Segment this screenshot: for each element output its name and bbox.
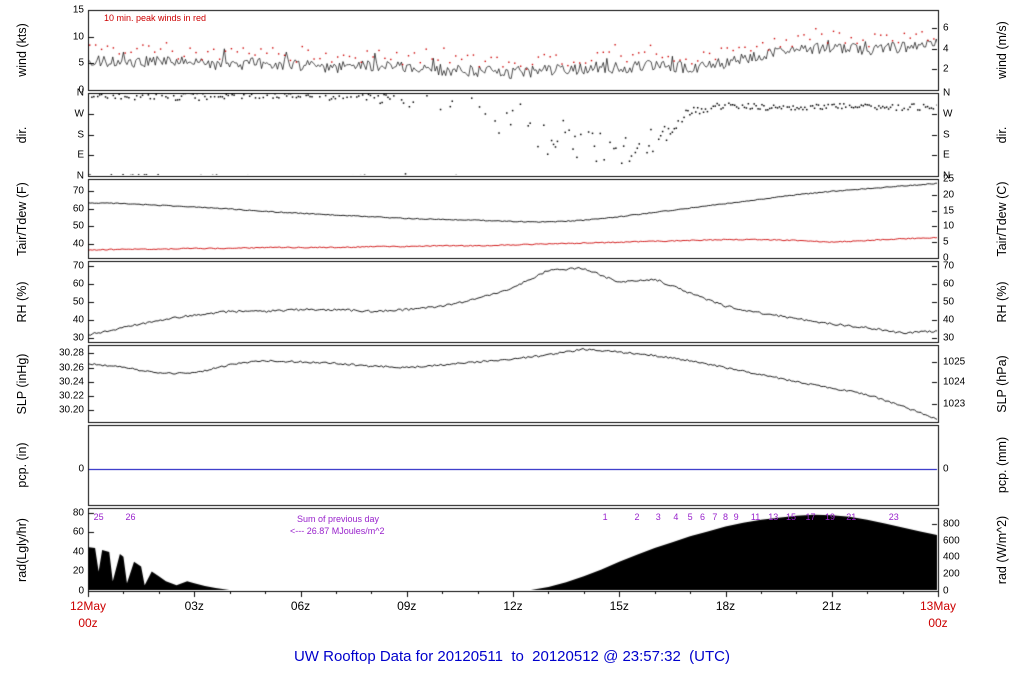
tick-label-left-slp: 30.24 bbox=[58, 376, 84, 388]
tick-label-right-rh: 50 bbox=[943, 296, 955, 308]
tick-label-right-dir: N bbox=[943, 87, 951, 99]
radiation-sum-note: Sum of previous day bbox=[297, 514, 380, 524]
mj-mark: 3 bbox=[655, 512, 661, 522]
x-tick-label: 12z bbox=[503, 599, 523, 613]
mj-mark: 11 bbox=[750, 512, 761, 522]
tick-label-left-dir: S bbox=[77, 129, 84, 140]
tick-label-right-slp: 1023 bbox=[943, 398, 966, 410]
tick-label-left-pcp: 0 bbox=[78, 463, 84, 475]
tick-label-left-rad: 60 bbox=[72, 526, 84, 538]
tick-label-right-tair_tdew: 15 bbox=[943, 205, 955, 217]
x-tick-label: 00z bbox=[928, 616, 948, 630]
tick-label-right-rad: 0 bbox=[943, 585, 949, 597]
tick-label-right-tair_tdew: 20 bbox=[943, 189, 955, 201]
tick-label-right-tair_tdew: 5 bbox=[943, 236, 949, 248]
mj-mark: 25 bbox=[93, 512, 104, 522]
mj-mark: 2 bbox=[634, 512, 640, 522]
x-tick-label: 00z bbox=[78, 616, 98, 630]
tick-label-left-rh: 50 bbox=[72, 296, 84, 308]
tick-label-left-rh: 60 bbox=[72, 278, 84, 290]
mj-mark: 19 bbox=[824, 512, 835, 522]
axis-label-left-rad: rad(Lgly/hr) bbox=[15, 517, 29, 582]
mj-mark: 23 bbox=[888, 512, 899, 522]
mj-mark: 15 bbox=[786, 512, 797, 522]
tick-label-left-slp: 30.28 bbox=[58, 347, 84, 359]
tick-label-right-tair_tdew: 25 bbox=[943, 173, 955, 185]
mj-mark: 17 bbox=[805, 512, 816, 522]
tick-label-left-wind: 0 bbox=[78, 84, 84, 96]
tick-label-right-tair_tdew: 10 bbox=[943, 220, 955, 232]
tick-label-right-rad: 600 bbox=[943, 535, 960, 547]
tick-label-left-rad: 0 bbox=[78, 585, 84, 597]
tick-label-right-pcp: 0 bbox=[943, 463, 949, 475]
tick-label-right-rh: 30 bbox=[943, 332, 955, 344]
x-tick-label: 12May bbox=[69, 599, 107, 613]
tick-label-left-tair_tdew: 50 bbox=[72, 220, 84, 232]
tick-label-left-slp: 30.26 bbox=[58, 362, 84, 374]
mj-mark: 7 bbox=[712, 512, 718, 522]
tick-label-left-dir: N bbox=[76, 87, 84, 99]
mj-mark: 26 bbox=[125, 512, 136, 522]
peak-winds-note: 10 min. peak winds in red bbox=[104, 13, 207, 23]
tick-label-right-rh: 40 bbox=[943, 314, 955, 326]
mj-mark: 1 bbox=[602, 512, 608, 522]
tick-label-left-rh: 40 bbox=[72, 314, 84, 326]
tick-label-right-rh: 70 bbox=[943, 260, 955, 272]
tick-label-left-rad: 80 bbox=[72, 507, 84, 519]
chart-title: UW Rooftop Data for 20120511 to 20120512… bbox=[293, 648, 731, 665]
tick-label-left-dir: W bbox=[74, 108, 84, 120]
tick-label-right-wind: 6 bbox=[943, 22, 949, 34]
tick-label-right-dir: S bbox=[943, 129, 950, 140]
radiation-sum-value: <--- 26.87 MJoules/m^2 bbox=[290, 526, 385, 536]
tick-label-right-dir: E bbox=[943, 149, 950, 161]
tick-label-left-tair_tdew: 70 bbox=[72, 185, 84, 197]
mj-mark: 13 bbox=[768, 512, 779, 522]
tick-label-left-rad: 20 bbox=[72, 565, 84, 577]
tick-label-right-dir: N bbox=[943, 170, 951, 182]
mj-mark: 8 bbox=[722, 512, 729, 522]
x-tick-label: 13May bbox=[919, 599, 957, 613]
tick-label-right-wind: 2 bbox=[943, 63, 949, 75]
mj-mark: 21 bbox=[846, 512, 857, 522]
axis-label-right-rad: rad (W/m^2) bbox=[995, 515, 1009, 584]
x-tick-label: 03z bbox=[184, 599, 204, 613]
tick-label-left-rh: 30 bbox=[72, 332, 84, 344]
tick-label-left-wind: 15 bbox=[72, 4, 84, 16]
tick-label-right-rad: 200 bbox=[943, 568, 960, 580]
tick-label-right-tair_tdew: 0 bbox=[943, 252, 949, 264]
tick-label-left-tair_tdew: 60 bbox=[72, 203, 84, 215]
mj-mark: 5 bbox=[687, 512, 693, 522]
tick-label-left-wind: 10 bbox=[72, 31, 84, 43]
tick-label-right-slp: 1025 bbox=[943, 356, 966, 368]
tick-label-right-rad: 800 bbox=[943, 518, 960, 530]
tick-label-right-slp: 1024 bbox=[943, 376, 966, 388]
mj-mark: 4 bbox=[673, 512, 679, 522]
x-tick-label: 15z bbox=[609, 599, 629, 613]
tick-label-left-slp: 30.20 bbox=[58, 404, 84, 416]
tick-label-left-wind: 5 bbox=[78, 57, 84, 69]
x-tick-label: 06z bbox=[290, 599, 311, 613]
x-tick-label: 21z bbox=[822, 599, 842, 613]
tick-label-left-slp: 30.22 bbox=[58, 390, 84, 402]
mj-mark: 9 bbox=[733, 512, 739, 522]
tick-label-right-wind: 4 bbox=[943, 43, 949, 54]
x-tick-label: 18z bbox=[715, 599, 736, 613]
tick-label-right-rh: 60 bbox=[943, 278, 955, 290]
tick-label-left-dir: E bbox=[77, 149, 84, 161]
tick-label-right-rad: 400 bbox=[943, 551, 960, 563]
tick-label-right-dir: W bbox=[943, 108, 953, 120]
tick-label-left-tair_tdew: 40 bbox=[72, 238, 84, 250]
tick-label-left-rh: 70 bbox=[72, 260, 84, 272]
tick-label-left-rad: 40 bbox=[72, 546, 84, 558]
x-tick-label: 09z bbox=[397, 599, 417, 613]
mj-mark: 6 bbox=[699, 512, 705, 522]
tick-label-left-dir: N bbox=[76, 170, 84, 182]
